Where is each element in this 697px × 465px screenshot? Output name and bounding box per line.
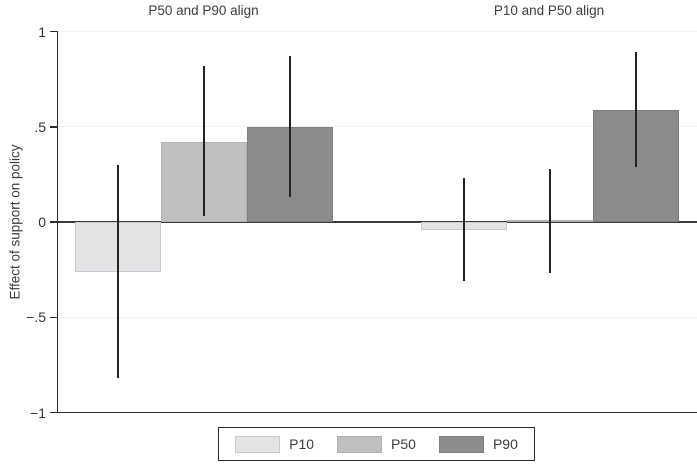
y-tick-label: 1 [38,23,46,40]
legend-swatch-p10 [235,435,281,453]
legend-swatch-p50 [337,435,383,453]
ci-whisker-p90-panel1 [288,56,291,198]
y-tick-label: 0 [38,214,46,230]
y-axis-line [56,31,58,413]
y-tick-label: .5 [34,118,46,135]
panel-title-right: P10 and P50 align [493,3,605,18]
y-tick-label: −1 [30,404,46,421]
zero-baseline [58,221,697,223]
legend-label-p90: P90 [492,436,518,452]
x-axis-line [56,411,697,414]
legend-entry-p50: P50 [337,435,416,453]
y-tick-mark [49,221,57,223]
y-tick-mark [49,316,57,318]
legend: P10 P50 P90 [218,427,535,461]
y-gridline [58,31,697,32]
ci-whisker-p90-panel2 [634,52,637,167]
ci-whisker-p50-panel2 [548,168,551,274]
legend-label-p10: P10 [289,436,315,452]
panel-title-left: P50 and P90 align [148,3,259,18]
ci-whisker-p10-panel2 [462,178,465,282]
legend-entry-p10: P10 [235,435,315,453]
y-tick-mark [49,126,57,128]
y-tick-mark [49,411,57,414]
y-tick-mark [49,30,57,33]
legend-entry-p90: P90 [438,435,518,453]
y-gridline [58,316,697,318]
ci-whisker-p50-panel1 [202,65,205,217]
y-tick-label: −.5 [26,309,46,326]
y-gridline [58,126,697,128]
legend-swatch-p90 [438,435,484,453]
ci-whisker-p10-panel1 [116,164,119,379]
legend-label-p50: P50 [391,436,416,452]
